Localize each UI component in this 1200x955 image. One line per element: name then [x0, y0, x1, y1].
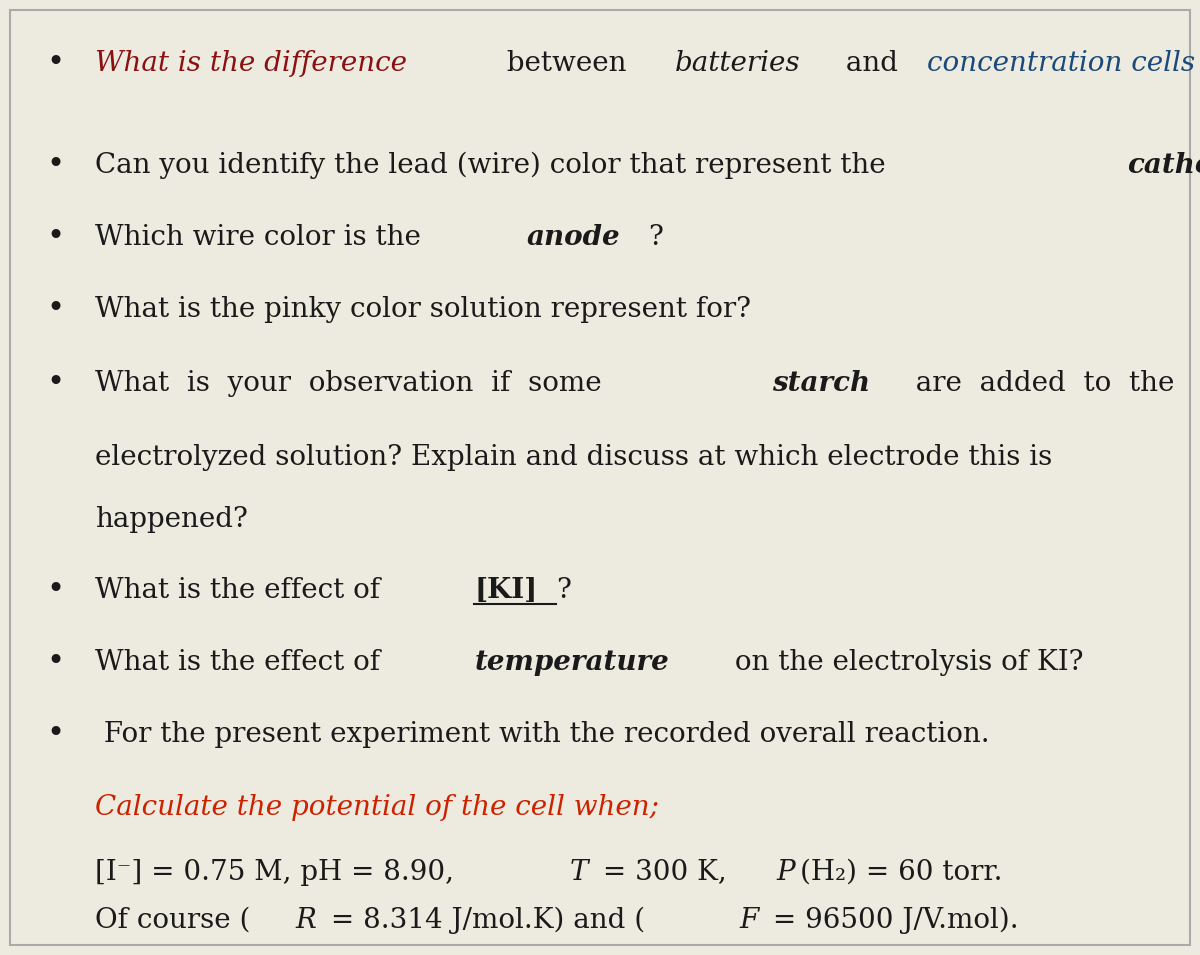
- Text: What is the pinky color solution represent for?: What is the pinky color solution represe…: [95, 295, 751, 323]
- Text: concentration cells: concentration cells: [928, 50, 1195, 76]
- Text: between: between: [498, 50, 635, 76]
- Text: temperature: temperature: [474, 648, 670, 675]
- Text: = 300 K,: = 300 K,: [594, 859, 736, 885]
- Text: •: •: [46, 718, 64, 750]
- Text: happened?: happened?: [95, 505, 248, 533]
- Text: starch: starch: [772, 370, 870, 396]
- Text: •: •: [46, 575, 64, 605]
- Text: What is the effect of: What is the effect of: [95, 648, 389, 675]
- Text: •: •: [46, 222, 64, 252]
- Text: T: T: [570, 859, 588, 885]
- Text: (H₂) = 60 torr.: (H₂) = 60 torr.: [800, 859, 1003, 885]
- Text: cathode: cathode: [1127, 152, 1200, 179]
- Text: P: P: [776, 859, 794, 885]
- Text: For the present experiment with the recorded overall reaction.: For the present experiment with the reco…: [95, 720, 990, 748]
- Text: ?: ?: [556, 577, 571, 604]
- Text: •: •: [46, 293, 64, 325]
- Text: •: •: [46, 48, 64, 78]
- Text: What is the difference: What is the difference: [95, 50, 407, 76]
- Text: •: •: [46, 368, 64, 398]
- Text: F: F: [739, 906, 758, 933]
- Text: Which wire color is the: Which wire color is the: [95, 223, 430, 250]
- Text: Of course (: Of course (: [95, 906, 251, 933]
- Text: are  added  to  the: are added to the: [899, 370, 1175, 396]
- Text: Can you identify the lead (wire) color that represent the: Can you identify the lead (wire) color t…: [95, 151, 894, 179]
- Text: = 8.314 J/mol.K) and (: = 8.314 J/mol.K) and (: [323, 906, 646, 934]
- Text: anode: anode: [527, 223, 620, 250]
- Text: and: and: [836, 50, 907, 76]
- Text: batteries: batteries: [674, 50, 800, 76]
- Text: What is the effect of: What is the effect of: [95, 577, 389, 604]
- Text: •: •: [46, 150, 64, 180]
- Text: Calculate the potential of the cell when;: Calculate the potential of the cell when…: [95, 794, 659, 820]
- Text: What  is  your  observation  if  some: What is your observation if some: [95, 370, 619, 396]
- Text: = 96500 J/V.mol).: = 96500 J/V.mol).: [764, 906, 1019, 934]
- Text: electrolyzed solution? Explain and discuss at which electrode this is: electrolyzed solution? Explain and discu…: [95, 443, 1052, 471]
- Text: [KI]: [KI]: [474, 577, 538, 604]
- Text: [I⁻] = 0.75 M, pH = 8.90,: [I⁻] = 0.75 M, pH = 8.90,: [95, 859, 463, 885]
- Text: •: •: [46, 647, 64, 677]
- Text: R: R: [295, 906, 317, 933]
- Text: on the electrolysis of KI?: on the electrolysis of KI?: [726, 648, 1084, 675]
- Text: ?: ?: [648, 223, 662, 250]
